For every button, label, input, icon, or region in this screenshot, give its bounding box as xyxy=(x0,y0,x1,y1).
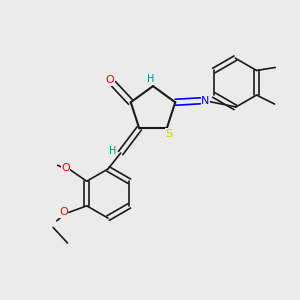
Text: H: H xyxy=(147,74,154,84)
Text: O: O xyxy=(59,207,68,218)
Text: O: O xyxy=(105,75,114,85)
Text: H: H xyxy=(109,146,116,156)
Text: O: O xyxy=(61,163,70,173)
Text: S: S xyxy=(166,128,173,139)
Text: N: N xyxy=(201,96,209,106)
